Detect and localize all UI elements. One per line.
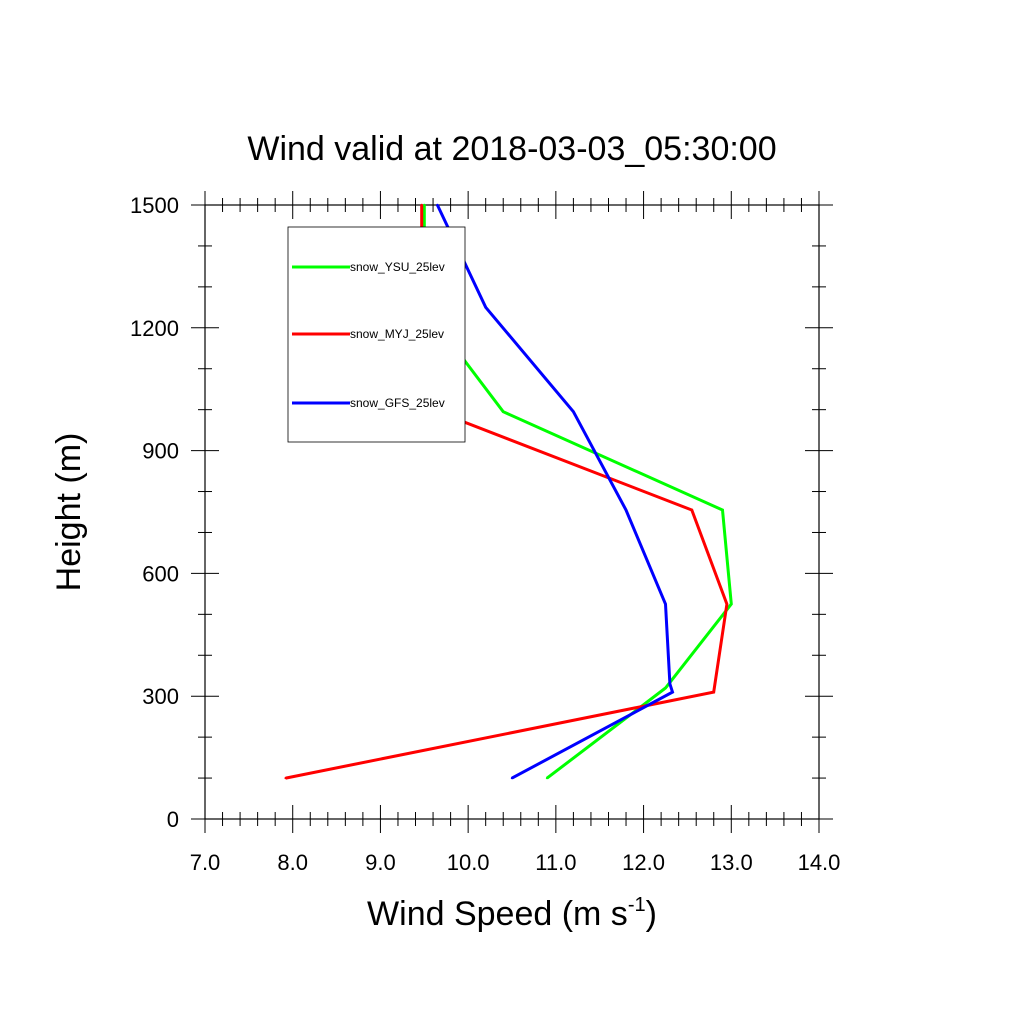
x-tick-label: 7.0 (190, 850, 221, 875)
x-tick-label: 10.0 (447, 850, 490, 875)
legend-items: snow_YSU_25lev snow_MYJ_25lev snow_GFS_25l… (292, 260, 445, 410)
plot-frame (204, 204, 820, 820)
legend: snow_YSU_25lev snow_MYJ_25lev snow_GFS_25l… (287, 226, 466, 443)
data-point (502, 410, 505, 413)
data-point (730, 602, 733, 606)
x-tick-label: 9.0 (365, 850, 396, 875)
x-tick-label: 12.0 (622, 850, 665, 875)
data-point (624, 508, 628, 512)
x-axis-title-main: Wind Speed (m s (367, 895, 628, 933)
x-axis-title-end: ) (646, 895, 657, 933)
legend-label: snow_GFS_25lev (350, 396, 445, 410)
y-axis-title: Height (m) (50, 433, 88, 592)
y-tick-label: 600 (142, 561, 179, 586)
tick-labels: 7.0 8.0 9.0 10.0 11.0 12.0 13.0 14.0 0 300 600 900 1… (130, 193, 840, 875)
data-point (690, 508, 694, 512)
y-tick-label: 1500 (130, 193, 179, 218)
data-point (423, 203, 426, 207)
x-tick-label: 8.0 (277, 850, 308, 875)
x-tick-label: 13.0 (710, 850, 753, 875)
x-axis-title-superscript: -1 (628, 894, 646, 916)
data-point (510, 776, 514, 780)
x-axis-title: Wind Speed (m s-1) (367, 894, 657, 933)
data-point (664, 602, 667, 606)
data-point (721, 508, 724, 512)
x-tick-label: 11.0 (535, 850, 576, 875)
data-point (572, 410, 575, 413)
series-line-snow_GFS_25lev (436, 204, 675, 780)
chart-title: Wind valid at 2018-03-03_05:30:00 (247, 130, 776, 168)
data-point (420, 203, 423, 207)
data-point (664, 686, 667, 690)
y-tick-label: 900 (142, 439, 179, 464)
y-tick-label: 0 (167, 807, 179, 832)
data-point (284, 776, 287, 780)
data-point (484, 306, 487, 309)
y-tick-label: 1200 (130, 316, 179, 341)
data-point (668, 682, 672, 686)
data-point (436, 203, 439, 207)
data-point (712, 690, 715, 694)
data-point (671, 690, 674, 694)
legend-label: snow_MYJ_25lev (350, 327, 444, 341)
series-line-snow_YSU_25lev (422, 205, 733, 780)
data-point (545, 776, 549, 780)
data-point (725, 602, 729, 606)
legend-label: snow_YSU_25lev (350, 260, 445, 274)
y-tick-label: 300 (142, 684, 179, 709)
x-tick-label: 14.0 (798, 850, 841, 875)
axis-ticks (191, 191, 833, 833)
